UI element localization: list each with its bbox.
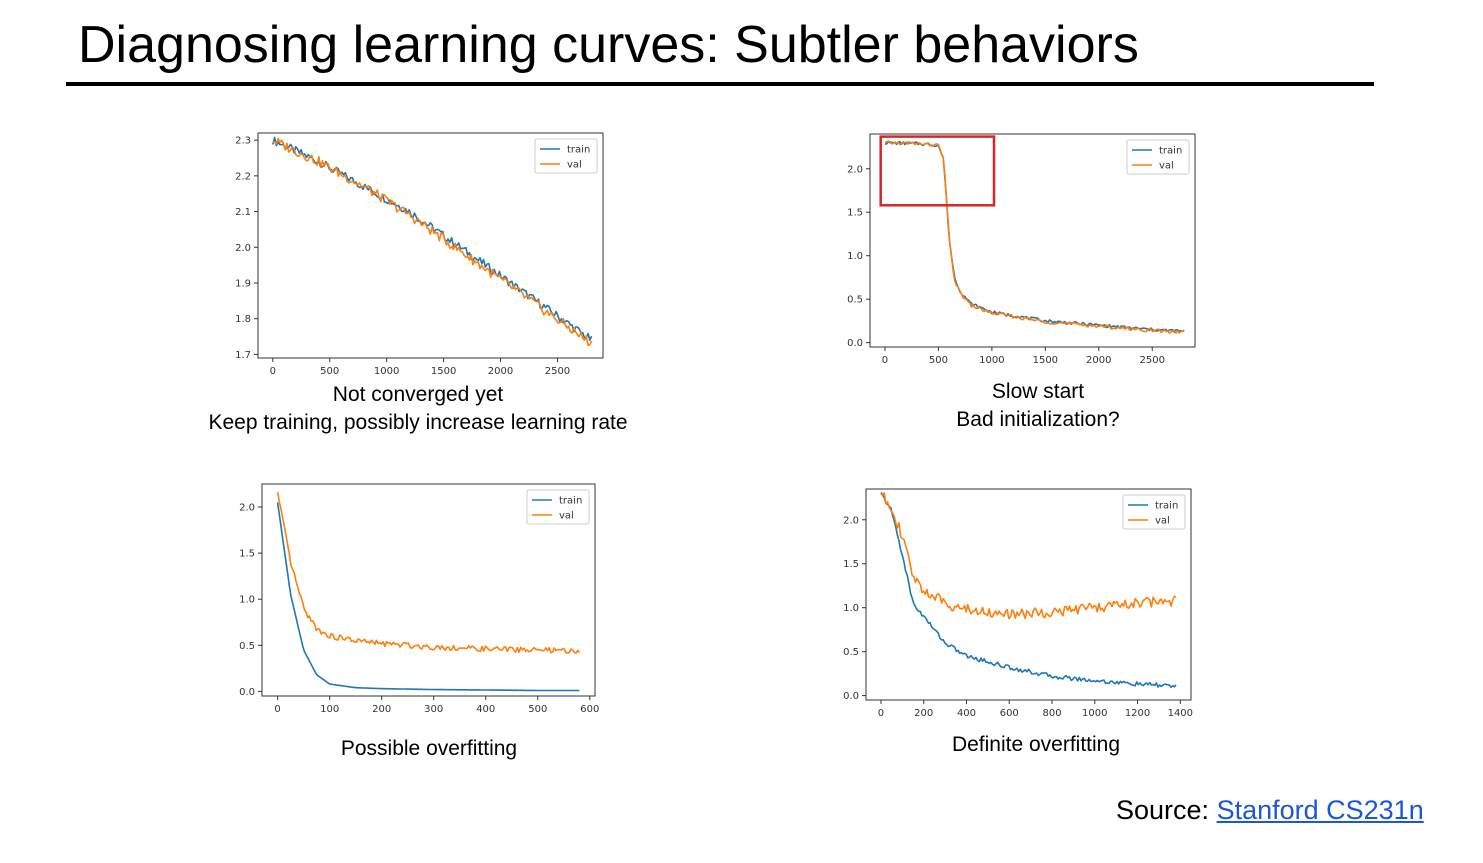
caption-bad-initialization: Bad initialization? <box>956 408 1120 431</box>
caption-possible-overfitting: Possible overfitting <box>340 737 518 760</box>
chart-not-converged-ytick-label: 2.1 <box>235 207 251 218</box>
chart-not-converged-xtick-label: 2500 <box>545 366 570 377</box>
chart-possible-overfitting-xtick-label: 600 <box>580 704 599 715</box>
chart-not-converged-ytick-label: 1.8 <box>235 314 251 325</box>
chart-slow-start-xtick-label: 0 <box>882 355 888 366</box>
chart-slow-start-series-val <box>884 140 1185 334</box>
chart-not-converged-series-val <box>272 137 593 347</box>
chart-slow-start-highlight-box <box>879 135 996 207</box>
chart-slow-start-ytick-label: 1.0 <box>847 251 863 262</box>
chart-slow-start-legend-label-val: val <box>1159 161 1174 172</box>
slide-title: Diagnosing learning curves: Subtler beha… <box>78 16 1139 74</box>
chart-slow-start-xtick-label: 1000 <box>979 355 1004 366</box>
chart-possible-overfitting-ytick-label: 1.0 <box>239 595 255 606</box>
chart-possible-overfitting-series-train <box>276 502 580 692</box>
caption-keep-training: Keep training, possibly increase learnin… <box>208 411 628 434</box>
chart-not-converged-legend-label-val: val <box>567 160 582 171</box>
chart-possible-overfitting-ytick-label: 0.5 <box>239 641 255 652</box>
chart-definite-overfitting-ytick-label: 1.0 <box>843 603 859 614</box>
chart-possible-overfitting-legend-label-val: val <box>559 511 574 522</box>
chart-possible-overfitting-xtick-label: 100 <box>320 704 339 715</box>
chart-definite-overfitting-xtick-label: 1400 <box>1168 708 1193 719</box>
chart-not-converged-ytick-label: 1.7 <box>235 350 251 361</box>
chart-slow-start-xtick-label: 2500 <box>1140 355 1165 366</box>
chart-slow-start-ytick-label: 0.5 <box>847 295 863 306</box>
chart-not-converged-ytick-label: 2.2 <box>235 171 251 182</box>
chart-definite-overfitting-legend-label-train: train <box>1155 501 1178 512</box>
chart-not-converged-ytick-label: 1.9 <box>235 279 251 290</box>
chart-not-converged-series-train <box>272 136 593 341</box>
source-link[interactable]: Stanford CS231n <box>1216 795 1424 825</box>
chart-possible-overfitting-xtick-label: 500 <box>528 704 547 715</box>
chart-possible-overfitting-xtick-label: 200 <box>372 704 391 715</box>
chart-definite-overfitting-ytick-label: 1.5 <box>843 559 859 570</box>
chart-possible-overfitting-ytick-label: 1.5 <box>239 549 255 560</box>
chart-definite-overfitting-xtick-label: 800 <box>1042 708 1061 719</box>
chart-not-converged-xtick-label: 0 <box>270 366 276 377</box>
chart-definite-overfitting-xtick-label: 400 <box>957 708 976 719</box>
chart-slow-start-ytick-label: 2.0 <box>847 164 863 175</box>
chart-not-converged-xtick-label: 2000 <box>488 366 513 377</box>
chart-slow-start-series-train <box>884 140 1185 333</box>
chart-possible-overfitting-xtick-label: 300 <box>424 704 443 715</box>
chart-slow-start-ytick-label: 0.0 <box>847 338 863 349</box>
chart-slow-start-xtick-label: 1500 <box>1033 355 1058 366</box>
chart-definite-overfitting-series-val <box>880 492 1177 620</box>
caption-not-converged: Not converged yet <box>332 383 504 406</box>
chart-possible-overfitting-ytick-label: 0.0 <box>239 687 255 698</box>
chart-definite-overfitting-xtick-label: 200 <box>914 708 933 719</box>
source-credit: Source: Stanford CS231n <box>1116 793 1424 827</box>
chart-not-converged-xtick-label: 1500 <box>431 366 456 377</box>
chart-not-converged-legend-label-train: train <box>567 145 590 156</box>
title-underline <box>66 82 1374 86</box>
chart-slow-start-xtick-label: 2000 <box>1086 355 1111 366</box>
chart-definite-overfitting-ytick-label: 0.5 <box>843 647 859 658</box>
chart-definite-overfitting-xtick-label: 1200 <box>1125 708 1150 719</box>
chart-not-converged-ytick-label: 2.0 <box>235 243 251 254</box>
chart-definite-overfitting-series-train <box>880 492 1177 688</box>
chart-possible-overfitting-series-val <box>276 492 581 654</box>
chart-possible-overfitting-legend-label-train: train <box>559 496 582 507</box>
chart-possible-overfitting-xtick-label: 0 <box>274 704 280 715</box>
chart-slow-start-xtick-label: 500 <box>929 355 948 366</box>
chart-definite-overfitting-xtick-label: 1000 <box>1082 708 1107 719</box>
caption-slow-start: Slow start <box>991 380 1085 403</box>
chart-definite-overfitting-ytick-label: 0.0 <box>843 691 859 702</box>
chart-slow-start-ytick-label: 1.5 <box>847 208 863 219</box>
chart-definite-overfitting-xtick-label: 600 <box>1000 708 1019 719</box>
chart-not-converged-ytick-label: 2.3 <box>235 136 251 147</box>
chart-definite-overfitting-xtick-label: 0 <box>878 708 884 719</box>
caption-definite-overfitting: Definite overfitting <box>951 733 1121 756</box>
chart-not-converged-xtick-label: 1000 <box>374 366 399 377</box>
chart-slow-start-legend-label-train: train <box>1159 146 1182 157</box>
chart-definite-overfitting-legend-label-val: val <box>1155 516 1170 527</box>
chart-possible-overfitting-xtick-label: 400 <box>476 704 495 715</box>
chart-definite-overfitting-ytick-label: 2.0 <box>843 515 859 526</box>
source-label: Source: <box>1116 795 1210 825</box>
chart-not-converged-xtick-label: 500 <box>320 366 339 377</box>
chart-possible-overfitting-ytick-label: 2.0 <box>239 503 255 514</box>
